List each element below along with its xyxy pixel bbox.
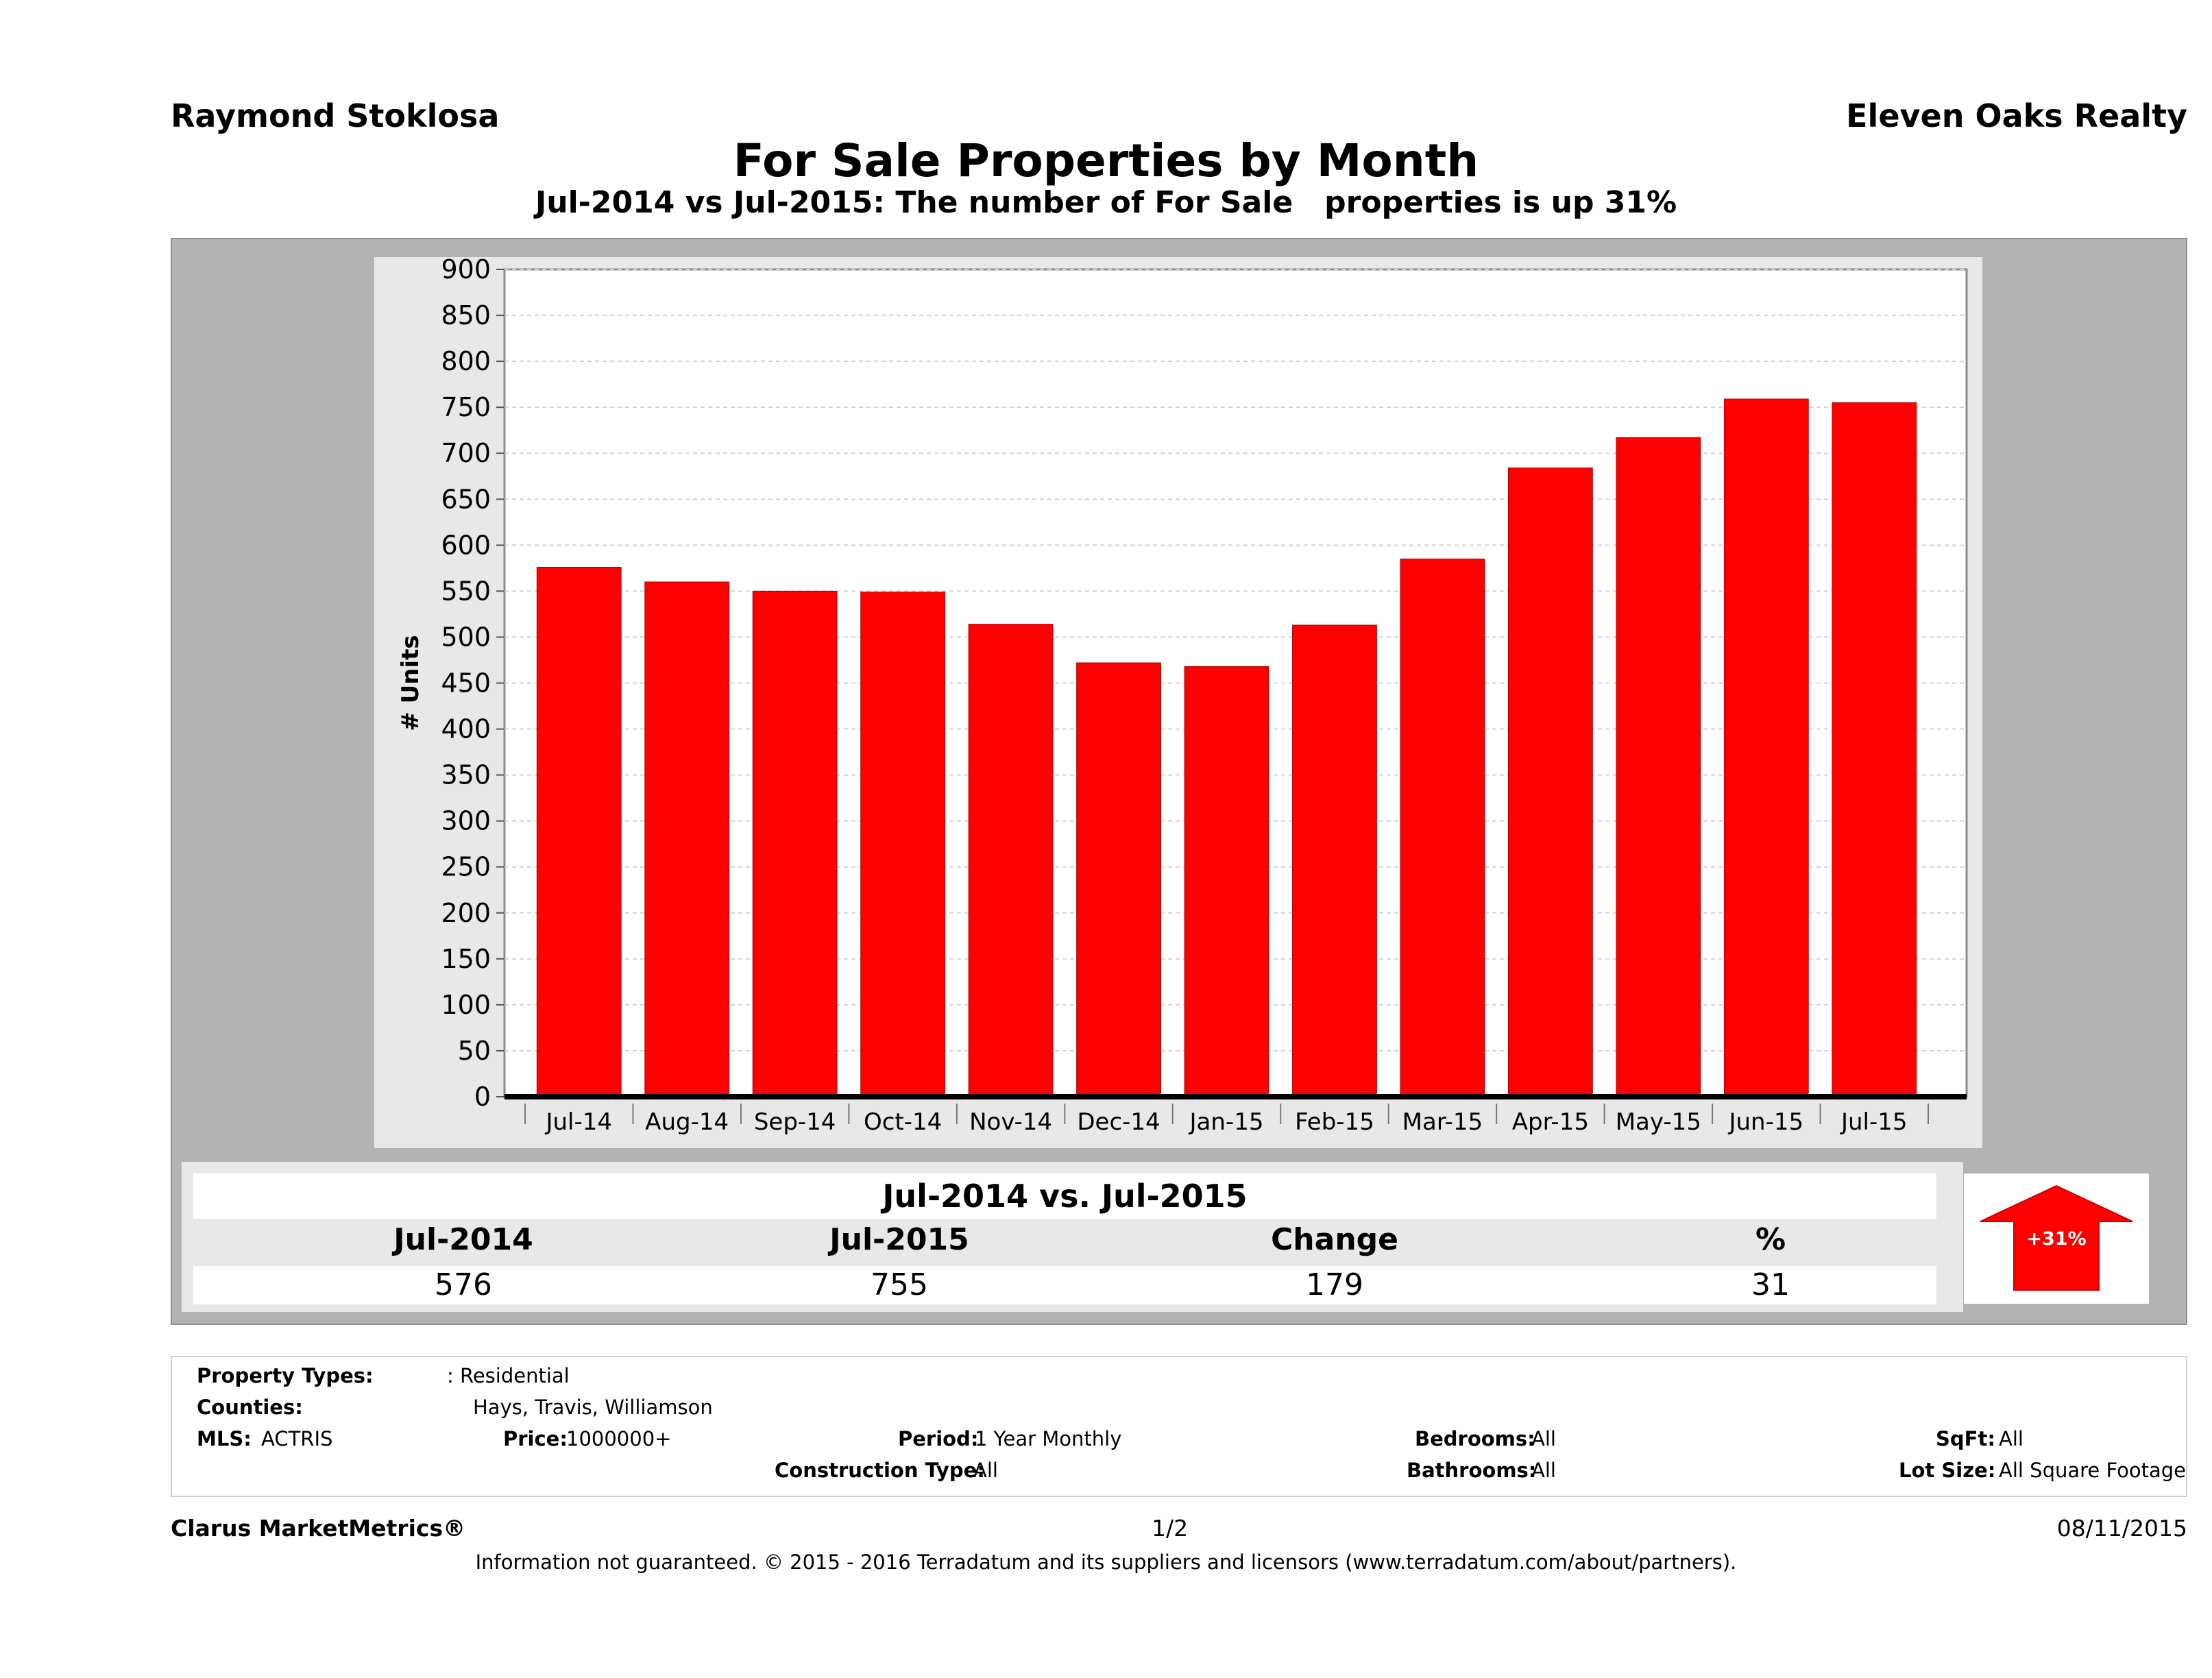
- summary-title: Jul-2014 vs. Jul-2015: [193, 1174, 1936, 1219]
- page-number: 1/2: [1152, 1515, 1189, 1542]
- bar: [1184, 666, 1269, 1097]
- summary-header-percent: %: [1755, 1222, 1786, 1257]
- y-tick-label: 500: [441, 622, 491, 652]
- summary-header-change: Change: [1271, 1222, 1398, 1257]
- sqft-label: SqFt:: [1936, 1427, 1995, 1450]
- x-tick-label: May-15: [1616, 1108, 1701, 1136]
- change-badge-label: +31%: [2026, 1228, 2086, 1250]
- lot-size-label: Lot Size:: [1899, 1459, 1996, 1482]
- bar: [1832, 402, 1917, 1097]
- y-tick-label: 350: [441, 760, 491, 790]
- chart-title: For Sale Properties by Month: [733, 134, 1479, 187]
- property-types-label: Property Types:: [197, 1364, 374, 1387]
- price-label: Price:: [503, 1427, 568, 1450]
- summary-header-jul-2015: Jul-2015: [829, 1222, 969, 1257]
- y-tick-label: 150: [441, 944, 491, 974]
- y-tick-label: 900: [441, 257, 491, 284]
- up-arrow-icon: [1980, 1184, 2133, 1291]
- y-axis-title: # Units: [397, 635, 424, 731]
- price-value: 1000000+: [566, 1427, 672, 1450]
- x-tick-label: Sep-14: [754, 1108, 836, 1136]
- period-value: 1 Year Monthly: [975, 1427, 1122, 1450]
- x-tick-label: Jan-15: [1189, 1108, 1264, 1136]
- bedrooms-value: All: [1531, 1427, 1556, 1450]
- footer-brand: Clarus MarketMetrics®: [171, 1515, 466, 1542]
- counties-label: Counties:: [197, 1396, 303, 1419]
- x-tick-label: Jul-15: [1840, 1108, 1908, 1136]
- y-tick-label: 250: [441, 852, 491, 882]
- summary-values-row: 576 755 179 31: [193, 1266, 1936, 1304]
- lot-size-value: All Square Footage: [1999, 1459, 2187, 1482]
- report-date: 08/11/2015: [2056, 1515, 2187, 1542]
- y-tick-label: 650: [441, 484, 491, 514]
- y-tick-label: 100: [441, 990, 491, 1020]
- brokerage-name: Eleven Oaks Realty: [1846, 97, 2187, 134]
- y-tick-label: 800: [441, 346, 491, 376]
- bar: [1507, 467, 1593, 1097]
- mls-label: MLS:: [197, 1427, 252, 1450]
- summary-value-change: 179: [1306, 1267, 1363, 1302]
- property-types-value: : Residential: [447, 1364, 570, 1387]
- x-tick-label: Nov-14: [969, 1108, 1052, 1136]
- bar: [752, 590, 838, 1097]
- counties-value: Hays, Travis, Williamson: [473, 1396, 713, 1419]
- bathrooms-value: All: [1531, 1459, 1556, 1482]
- y-tick-label: 400: [441, 714, 491, 744]
- agent-name: Raymond Stoklosa: [171, 97, 500, 134]
- summary-value-percent: 31: [1751, 1267, 1790, 1302]
- bathrooms-label: Bathrooms:: [1407, 1459, 1537, 1482]
- x-tick-label: Jul-14: [544, 1108, 612, 1136]
- construction-type-value: All: [973, 1459, 998, 1482]
- summary-header-row: Jul-2014 Jul-2015 Change %: [193, 1219, 1936, 1261]
- construction-type-label: Construction Type:: [775, 1459, 985, 1482]
- y-tick-label: 700: [441, 438, 491, 468]
- bar-chart: 0 50 100 150 200 250 300 350 400 450 500 550 600 650 7…: [397, 254, 1968, 1136]
- criteria-box: [171, 1356, 2187, 1497]
- y-tick-label: 600: [441, 530, 491, 560]
- y-tick-label: 450: [441, 668, 491, 698]
- disclaimer: Information not guaranteed. © 2015 - 201…: [475, 1551, 1737, 1574]
- period-label: Period:: [898, 1427, 979, 1450]
- bar: [1616, 437, 1701, 1097]
- sqft-value: All: [1999, 1427, 2023, 1450]
- y-tick-label: 300: [441, 806, 491, 836]
- x-tick-label: Aug-14: [645, 1108, 729, 1136]
- summary-header-jul-2014: Jul-2014: [393, 1222, 533, 1257]
- y-tick-label: 50: [458, 1036, 491, 1066]
- x-tick-label: Dec-14: [1077, 1108, 1160, 1136]
- bar: [1292, 624, 1377, 1097]
- bar: [644, 581, 730, 1097]
- y-tick-label: 200: [441, 898, 491, 928]
- y-tick-label: 0: [474, 1082, 491, 1112]
- bedrooms-label: Bedrooms:: [1415, 1427, 1535, 1450]
- x-tick-label: Mar-15: [1402, 1108, 1483, 1136]
- y-tick-label: 750: [441, 392, 491, 422]
- y-tick-label: 850: [441, 300, 491, 330]
- bar: [1076, 662, 1161, 1097]
- bar: [968, 624, 1054, 1097]
- mls-value: ACTRIS: [261, 1427, 333, 1450]
- bar: [1400, 558, 1485, 1097]
- x-tick-label: Jun-15: [1727, 1108, 1803, 1136]
- change-badge: +31%: [1964, 1174, 2149, 1304]
- bar: [1723, 398, 1809, 1097]
- chart-subtitle: Jul-2014 vs Jul-2015: The number of For …: [535, 185, 1677, 220]
- y-tick-label: 550: [441, 576, 491, 606]
- summary-value-jul-2014: 576: [435, 1267, 492, 1302]
- x-tick-label: Oct-14: [864, 1108, 942, 1136]
- summary-value-jul-2015: 755: [871, 1267, 928, 1302]
- x-tick-label: Apr-15: [1512, 1108, 1589, 1136]
- x-tick-label: Feb-15: [1295, 1108, 1374, 1136]
- bar: [860, 592, 946, 1097]
- bar: [536, 567, 622, 1097]
- chart-area: 0 50 100 150 200 250 300 350 400 450 500 550 600 650 7…: [374, 254, 1982, 1148]
